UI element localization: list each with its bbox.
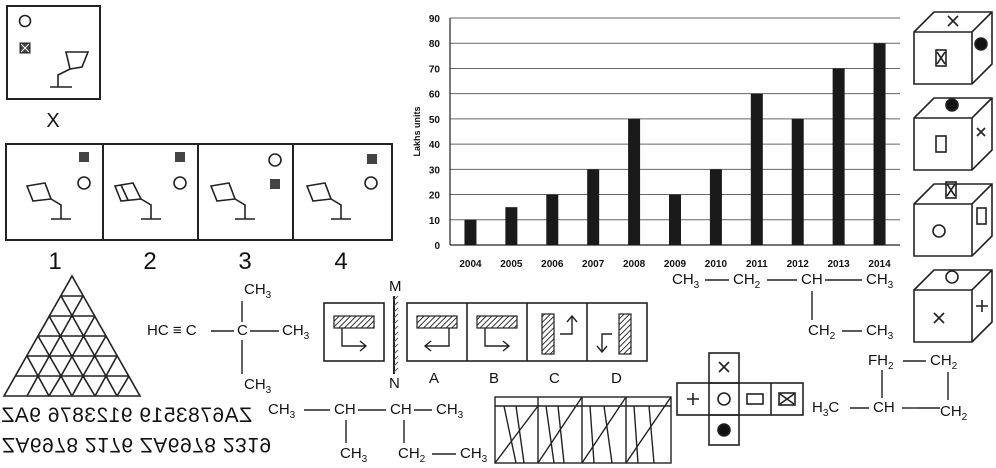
chem2-bottom-ch3: CH3 xyxy=(340,445,368,465)
x-tick-label: 2007 xyxy=(582,259,605,270)
chem4-ch: CH xyxy=(873,399,895,416)
chem1-hc-triple: HC ≡ C xyxy=(147,322,197,339)
y-tick-label: 0 xyxy=(434,241,440,252)
x-tick-label: 2013 xyxy=(828,259,851,270)
x-tick-label: 2009 xyxy=(664,259,687,270)
bar xyxy=(750,93,763,246)
bar xyxy=(669,194,681,245)
answer-options-strip xyxy=(5,143,393,241)
y-tick-label: 90 xyxy=(429,14,441,25)
bar xyxy=(873,43,886,245)
chem1-ch3-bottom: CH3 xyxy=(244,376,272,396)
dice-column xyxy=(913,11,993,343)
chem1-ch3-right: CH3 xyxy=(282,322,310,342)
x-tick-label: 2005 xyxy=(500,259,523,270)
chem2-right-ch3: CH3 xyxy=(436,401,464,421)
x-tick-label: 2011 xyxy=(746,259,768,270)
y-tick-label: 40 xyxy=(429,140,441,151)
chem2-bottom-ch3-b: CH3 xyxy=(460,445,488,465)
chem4-ch2-top: CH2 xyxy=(930,352,958,372)
triangle-grid xyxy=(2,274,142,397)
chem1-center-c: C xyxy=(237,322,248,339)
question-figure-x xyxy=(6,5,101,100)
bar xyxy=(546,194,559,245)
mirror-option-c: C xyxy=(549,370,560,387)
dice-3 xyxy=(913,181,993,257)
chem4-fh2: FH2 xyxy=(868,352,894,372)
option-label-1: 1 xyxy=(48,248,62,275)
x-tick-label: 2014 xyxy=(868,259,891,270)
y-axis-label: Lakhs units xyxy=(412,106,422,156)
mirror-option-b: B xyxy=(489,370,500,387)
question-figure-drawing xyxy=(18,14,90,88)
x-tick-label: 2006 xyxy=(541,259,564,270)
y-tick-label: 20 xyxy=(429,191,441,202)
mirror-label-m: M xyxy=(389,278,402,295)
option-label-2: 2 xyxy=(143,248,157,275)
line-pattern-figure xyxy=(494,396,672,464)
y-tick-label: 60 xyxy=(429,90,441,101)
chem2-bottom-ch2: CH2 xyxy=(398,445,426,465)
y-tick-label: 80 xyxy=(429,39,441,50)
x-tick-label: 2012 xyxy=(787,259,810,270)
bar xyxy=(628,118,641,245)
mirror-puzzle xyxy=(323,295,648,374)
chem2-left-ch3: CH3 xyxy=(268,401,296,421)
y-tick-label: 30 xyxy=(429,165,441,176)
bar xyxy=(505,207,518,245)
chem4-ch2-bottom: CH2 xyxy=(940,403,968,423)
chem3-right-ch3: CH3 xyxy=(866,271,894,291)
bar xyxy=(464,219,477,245)
y-tick-label: 10 xyxy=(429,216,441,227)
dice-2 xyxy=(913,97,993,171)
bar-chart: 0 10 20 30 40 50 60 70 80 90 2004 2005 2006 2007 2008 2… xyxy=(412,14,900,270)
chem3-ch: CH xyxy=(801,271,823,288)
mirror-option-a: A xyxy=(429,370,440,387)
bar xyxy=(832,68,845,245)
chem2-ch-1: CH xyxy=(334,401,356,418)
dice-4 xyxy=(913,269,993,343)
chem3-left-ch3: CH3 xyxy=(672,271,700,291)
chem1-ch3-top: CH3 xyxy=(244,281,272,301)
bar xyxy=(709,169,722,245)
chem3-bottom-ch3: CH3 xyxy=(866,322,894,342)
mirror-option-d: D xyxy=(611,370,622,387)
option-label-4: 4 xyxy=(334,248,348,275)
x-tick-label: 2010 xyxy=(705,259,728,270)
chem2-ch-2: CH xyxy=(390,401,412,418)
option-label-3: 3 xyxy=(238,248,252,275)
dice-1 xyxy=(913,11,993,85)
chem4-h3c: H3C xyxy=(812,399,840,419)
question-label-x: X xyxy=(46,110,60,132)
x-tick-label: 2004 xyxy=(459,259,482,270)
bar xyxy=(587,169,600,245)
y-tick-label: 50 xyxy=(429,115,441,126)
chem3-bottom-ch2: CH2 xyxy=(808,322,836,342)
chem3-ch2: CH2 xyxy=(733,271,761,291)
mirror-label-n: N xyxy=(389,375,400,392)
bar xyxy=(791,118,804,245)
x-tick-label: 2008 xyxy=(623,259,646,270)
cube-net xyxy=(676,352,804,446)
y-tick-label: 70 xyxy=(429,64,441,75)
answer-options-drawing xyxy=(25,145,378,239)
